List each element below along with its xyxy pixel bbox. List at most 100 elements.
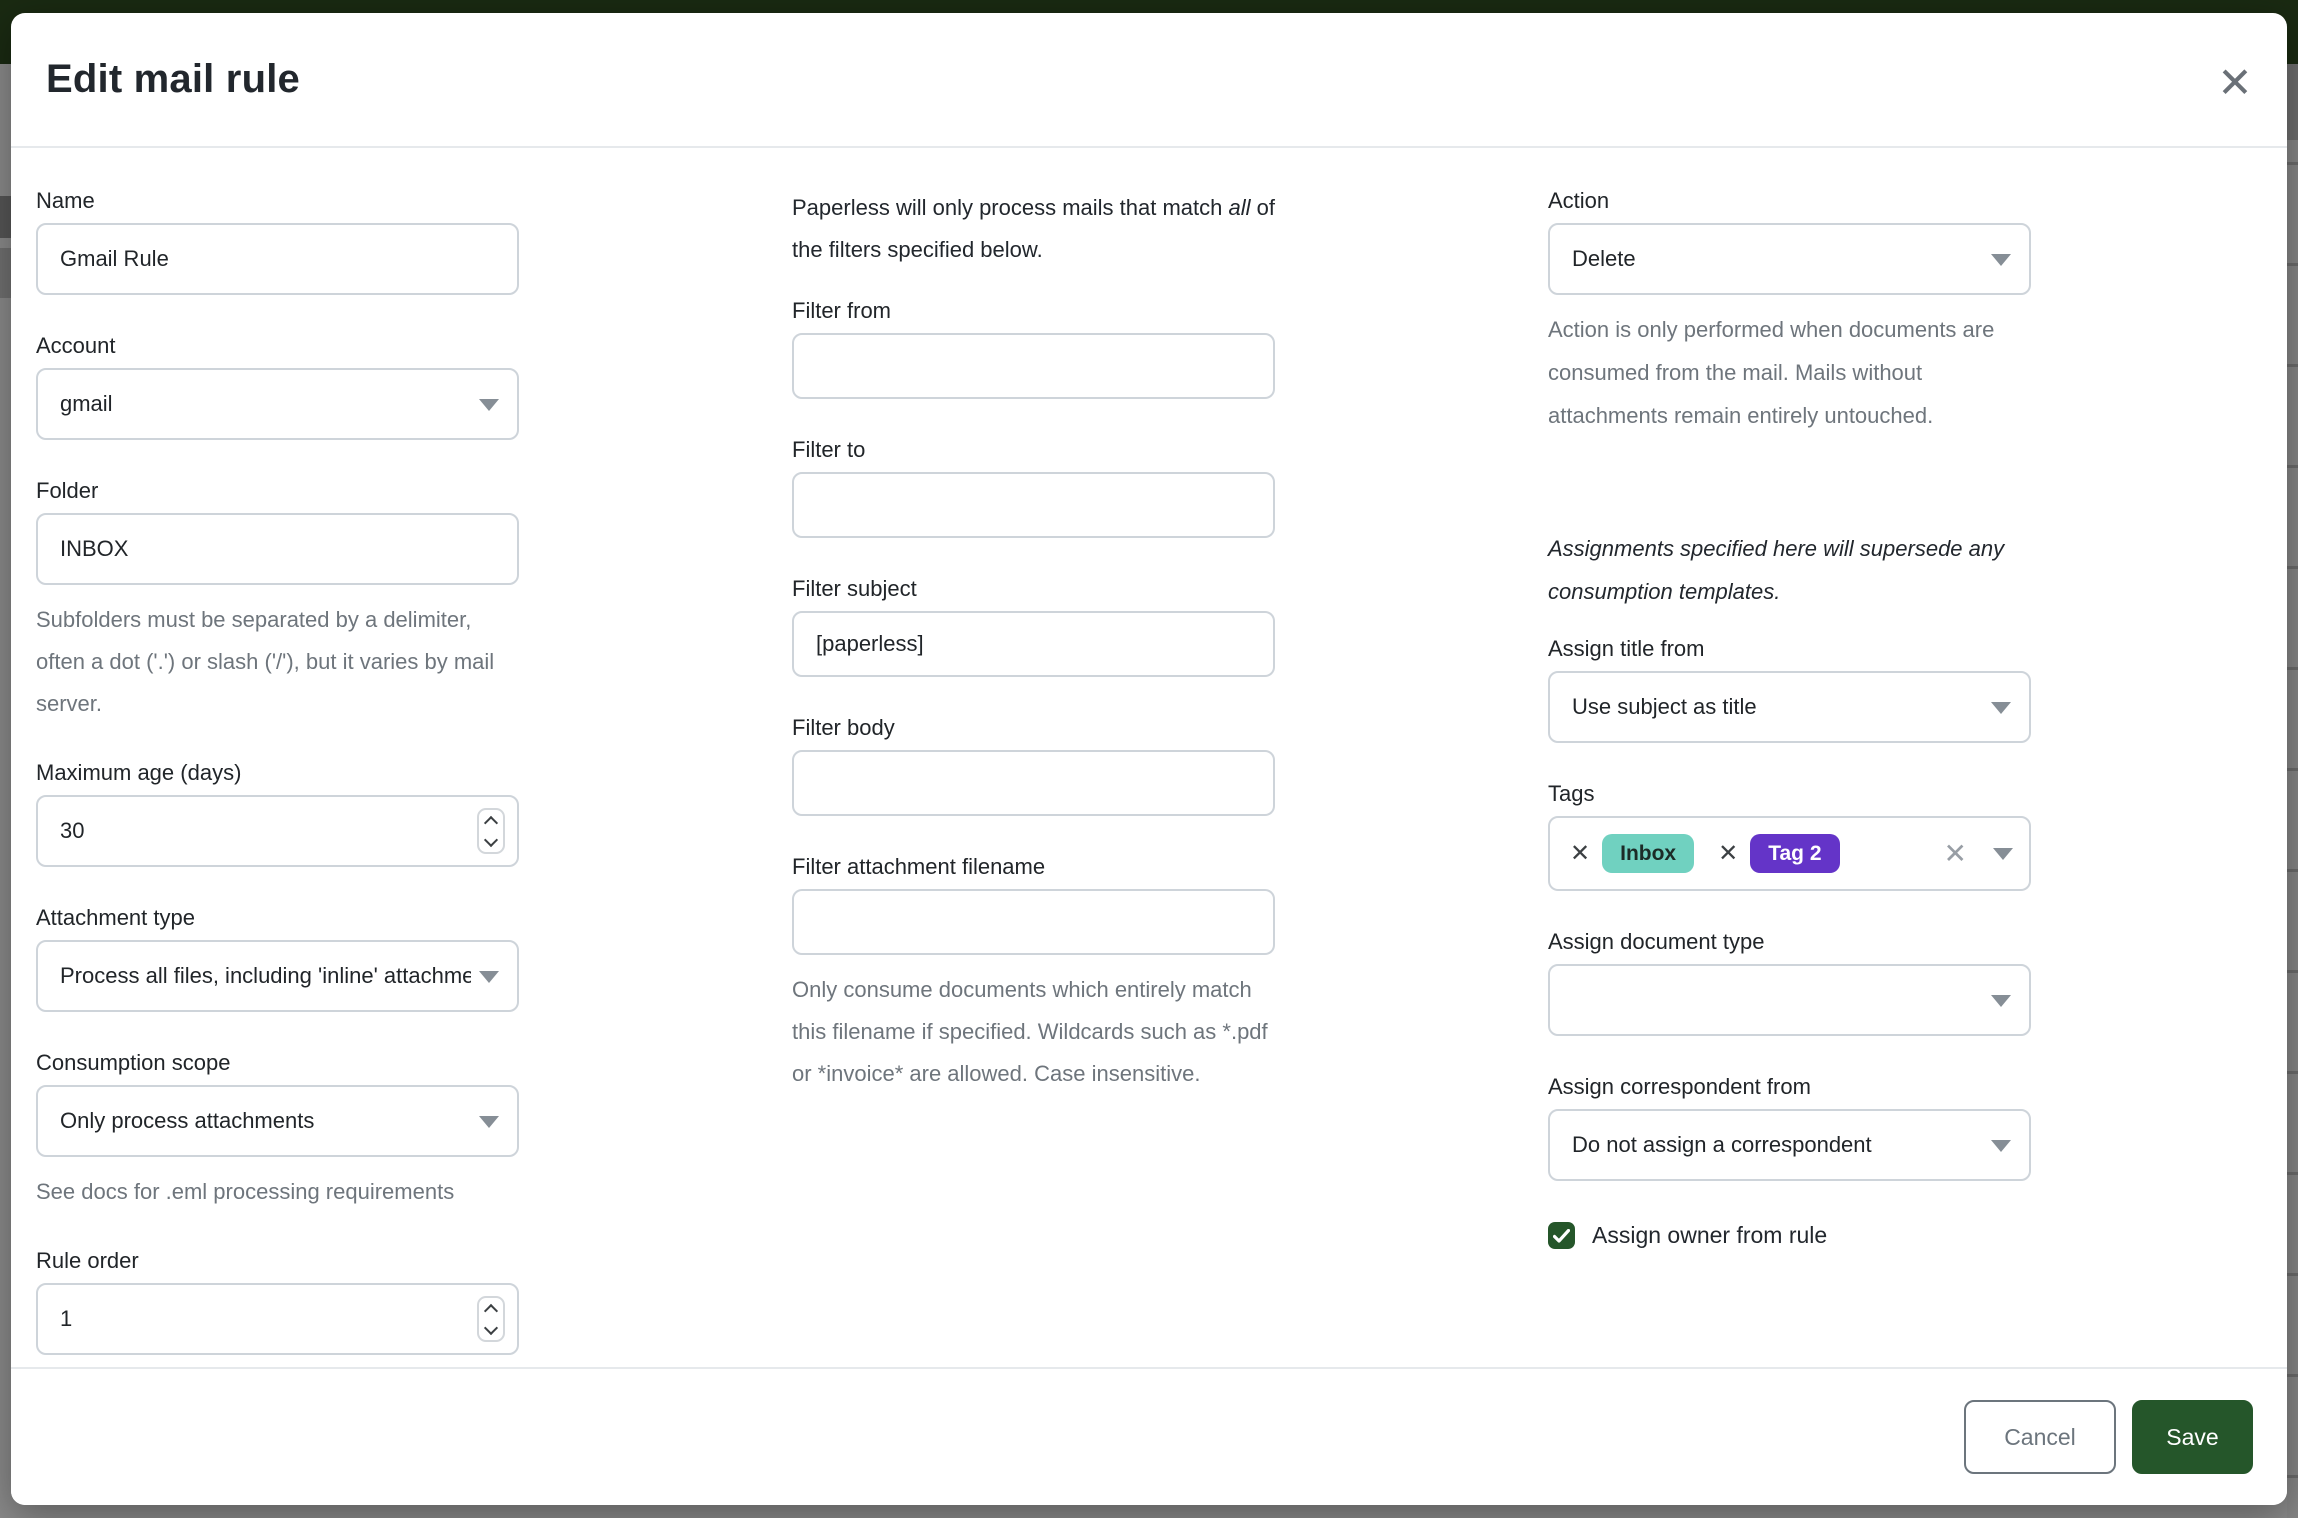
filters-intro-pre: Paperless will only process mails that m… (792, 195, 1229, 220)
backdrop-page-fragment (2287, 64, 2298, 140)
attachment-type-field-group: Attachment type Process all files, inclu… (36, 904, 519, 1012)
filters-intro-text: Paperless will only process mails that m… (792, 187, 1275, 271)
number-stepper-icon[interactable] (477, 1296, 505, 1342)
column-rule-settings: Name Account gmail Folder Subfolders mus… (36, 187, 519, 1392)
maximum-age-field-group: Maximum age (days) (36, 759, 519, 867)
filter-from-field-group: Filter from (792, 297, 1275, 399)
chevron-down-icon (1991, 1140, 2011, 1152)
assign-document-type-label: Assign document type (1548, 929, 1765, 954)
remove-tag-icon[interactable]: ✕ (1570, 839, 1591, 867)
checkmark-icon (1553, 1228, 1570, 1243)
chevron-down-icon (1991, 254, 2011, 266)
action-field-group: Action Delete Action is only performed w… (1548, 187, 2031, 437)
assign-correspondent-selected-value: Do not assign a correspondent (1572, 1132, 1872, 1157)
assign-owner-label: Assign owner from rule (1592, 1222, 1828, 1248)
assign-document-type-field-group: Assign document type (1548, 928, 2031, 1036)
consumption-scope-label: Consumption scope (36, 1050, 231, 1075)
filter-attachment-filename-label: Filter attachment filename (792, 854, 1046, 879)
assign-document-type-select[interactable] (1548, 964, 2031, 1036)
maximum-age-number-wrap (36, 795, 519, 867)
filters-intro-emphasis: all (1228, 195, 1251, 220)
dialog-body: Name Account gmail Folder Subfolders mus… (11, 148, 2287, 1392)
folder-input[interactable] (36, 513, 519, 585)
chevron-up-icon (483, 1303, 499, 1318)
tags-controls: ✕ (1944, 818, 2013, 889)
assign-correspondent-label: Assign correspondent from (1548, 1074, 1811, 1099)
dialog-header: Edit mail rule ✕ (11, 13, 2287, 148)
dialog-title: Edit mail rule (46, 57, 300, 101)
backdrop-page-fragment (0, 248, 11, 298)
tag-item: ✕ Tag 2 (1718, 833, 1840, 874)
chevron-down-icon[interactable] (1993, 847, 2013, 860)
save-button[interactable]: Save (2132, 1400, 2253, 1474)
assign-title-from-select[interactable]: Use subject as title (1548, 671, 2031, 743)
chevron-down-icon (483, 832, 499, 847)
filter-body-input[interactable] (792, 750, 1275, 816)
name-field-group: Name (36, 187, 519, 295)
assign-correspondent-select[interactable]: Do not assign a correspondent (1548, 1109, 2031, 1181)
action-label: Action (1548, 188, 1610, 213)
cancel-button[interactable]: Cancel (1964, 1400, 2116, 1474)
consumption-scope-help-text: See docs for .eml processing requirement… (36, 1179, 455, 1204)
tags-label: Tags (1548, 781, 1595, 806)
filter-attachment-filename-input[interactable] (792, 889, 1275, 955)
account-field-group: Account gmail (36, 332, 519, 440)
chevron-down-icon (479, 1116, 499, 1128)
clear-all-icon[interactable]: ✕ (1943, 837, 1967, 869)
tags-field-group: Tags ✕ Inbox ✕ Tag 2 ✕ (1548, 780, 2031, 891)
edit-mail-rule-dialog: Edit mail rule ✕ Name Account gmail Fold… (11, 13, 2287, 1505)
attachment-type-selected-value: Process all files, including 'inline' at… (60, 963, 471, 988)
filter-subject-label: Filter subject (792, 576, 917, 601)
name-label: Name (36, 188, 95, 213)
attachment-type-select[interactable]: Process all files, including 'inline' at… (36, 940, 519, 1012)
folder-field-group: Folder Subfolders must be separated by a… (36, 477, 519, 725)
backdrop-scroll-strip (2287, 64, 2298, 1518)
filter-subject-input[interactable] (792, 611, 1275, 677)
chevron-down-icon (1991, 995, 2011, 1007)
tags-multiselect[interactable]: ✕ Inbox ✕ Tag 2 ✕ (1548, 816, 2031, 891)
filter-attachment-filename-help-text: Only consume documents which entirely ma… (792, 977, 1268, 1086)
folder-help-text: Subfolders must be separated by a delimi… (36, 607, 495, 716)
rule-order-field-group: Rule order (36, 1247, 519, 1355)
chevron-down-icon (1991, 702, 2011, 714)
filter-body-field-group: Filter body (792, 714, 1275, 816)
maximum-age-input[interactable] (36, 795, 519, 867)
action-select[interactable]: Delete (1548, 223, 2031, 295)
tag-badge: Tag 2 (1750, 833, 1840, 874)
consumption-scope-selected-value: Only process attachments (60, 1108, 315, 1133)
chevron-down-icon (483, 1320, 499, 1335)
filter-to-label: Filter to (792, 437, 866, 462)
column-action-assignments: Action Delete Action is only performed w… (1548, 187, 2031, 1392)
consumption-scope-select[interactable]: Only process attachments (36, 1085, 519, 1157)
filter-to-field-group: Filter to (792, 436, 1275, 538)
maximum-age-label: Maximum age (days) (36, 760, 242, 785)
filter-subject-field-group: Filter subject (792, 575, 1275, 677)
filter-body-label: Filter body (792, 715, 895, 740)
chevron-down-icon (479, 399, 499, 411)
consumption-scope-field-group: Consumption scope Only process attachmen… (36, 1049, 519, 1213)
filters-intro-post: of the filters specified below. (792, 195, 1275, 262)
assign-correspondent-field-group: Assign correspondent from Do not assign … (1548, 1073, 2031, 1181)
rule-order-input[interactable] (36, 1283, 519, 1355)
attachment-type-label: Attachment type (36, 905, 195, 930)
filter-to-input[interactable] (792, 472, 1275, 538)
folder-label: Folder (36, 478, 99, 503)
name-input[interactable] (36, 223, 519, 295)
assign-owner-checkbox[interactable] (1548, 1222, 1575, 1249)
column-filters: Paperless will only process mails that m… (792, 187, 1275, 1392)
filter-from-input[interactable] (792, 333, 1275, 399)
remove-tag-icon[interactable]: ✕ (1718, 839, 1739, 867)
action-selected-value: Delete (1572, 246, 1636, 271)
account-selected-value: gmail (60, 391, 113, 416)
assign-owner-row: Assign owner from rule (1548, 1222, 2031, 1249)
filter-from-label: Filter from (792, 298, 891, 323)
dialog-footer: Cancel Save (11, 1367, 2287, 1505)
close-icon[interactable]: ✕ (2211, 59, 2259, 107)
filter-attachment-filename-field-group: Filter attachment filename Only consume … (792, 853, 1275, 1095)
account-label: Account (36, 333, 116, 358)
chevron-down-icon (479, 971, 499, 983)
chevron-up-icon (483, 815, 499, 830)
assign-title-from-label: Assign title from (1548, 636, 1705, 661)
account-select[interactable]: gmail (36, 368, 519, 440)
number-stepper-icon[interactable] (477, 808, 505, 854)
